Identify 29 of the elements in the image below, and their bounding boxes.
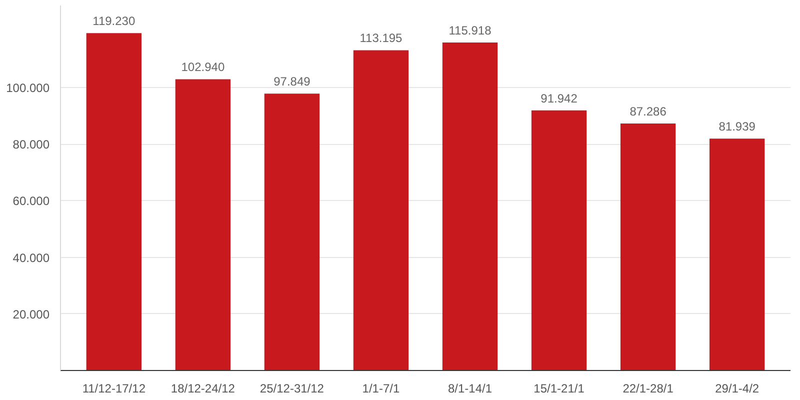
x-tick-label: 18/12-24/12: [170, 382, 236, 396]
x-tick-label: 8/1-14/1: [448, 382, 492, 396]
bar: [175, 79, 231, 370]
y-tick-label: 40.000: [12, 250, 50, 265]
x-tick-label: 22/1-28/1: [622, 382, 674, 396]
x-tick-label: 1/1-7/1: [362, 382, 400, 396]
data-label: 87.286: [630, 104, 667, 119]
x-tick-label: 25/12-31/12: [260, 382, 324, 396]
y-tick-label: 20.000: [12, 307, 50, 322]
data-label: 91.942: [540, 91, 578, 106]
bar: [264, 94, 320, 370]
data-label: 119.230: [92, 14, 136, 28]
y-tick-label: 60.000: [12, 194, 50, 208]
data-label: 102.940: [181, 60, 225, 74]
bar: [620, 124, 676, 370]
data-label: 81.939: [718, 120, 756, 134]
bar: [709, 138, 765, 370]
data-label: 97.849: [274, 74, 311, 89]
bar: [86, 33, 142, 370]
bar: [353, 50, 409, 370]
x-tick-label: 29/1-4/2: [715, 382, 760, 396]
y-tick-label: 100.000: [6, 81, 50, 96]
bar: [531, 110, 587, 370]
data-label: 115.918: [448, 24, 492, 38]
bar: [442, 42, 498, 370]
data-label: 113.195: [360, 31, 403, 46]
x-tick-label: 11/12-17/12: [82, 382, 146, 396]
x-tick-label: 15/1-21/1: [534, 382, 585, 396]
y-tick-label: 80.000: [12, 138, 50, 152]
